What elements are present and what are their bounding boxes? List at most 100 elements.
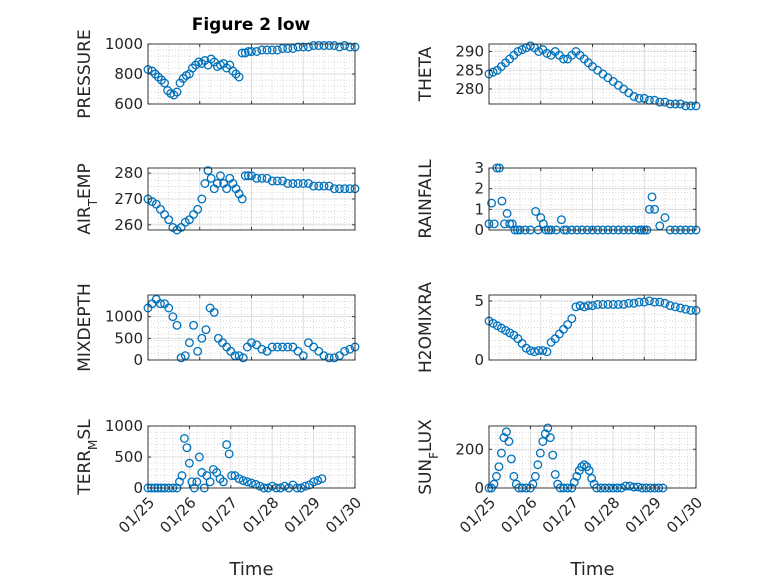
data-point (298, 42, 308, 52)
data-point (218, 477, 228, 487)
data-point (525, 346, 535, 355)
data-point (247, 47, 256, 56)
data-point (324, 41, 334, 50)
data-point (293, 346, 303, 356)
data-point (288, 179, 298, 188)
data-point (203, 166, 213, 176)
data-point (647, 192, 657, 202)
data-point (545, 433, 555, 443)
data-point (650, 297, 660, 307)
data-point (525, 41, 535, 51)
data-point (184, 338, 194, 348)
y-axis-label: TERRMSL (75, 419, 100, 496)
data-point (629, 92, 639, 101)
data-point (324, 181, 334, 191)
series-markers (143, 166, 360, 235)
subplot-1: 600 800 1000 PRESSURE (75, 29, 360, 119)
data-point (509, 471, 519, 481)
y-tick-label: 500 (114, 448, 143, 466)
data-point (293, 179, 303, 188)
data-point (340, 184, 350, 194)
data-point (317, 474, 327, 484)
data-point (209, 307, 219, 317)
data-point (206, 173, 216, 183)
data-point (538, 437, 548, 446)
x-tick-label: 01/28 (239, 494, 282, 537)
data-point (175, 78, 185, 88)
y-tick-label: 1000 (105, 308, 143, 326)
x-tick-label: 01/28 (580, 494, 623, 537)
y-tick-label: 800 (114, 65, 143, 83)
data-point (164, 215, 174, 225)
data-point (329, 184, 339, 194)
data-point (655, 297, 665, 307)
data-point (267, 342, 277, 352)
data-point (487, 198, 497, 208)
data-point (257, 344, 267, 354)
data-point (567, 314, 577, 324)
data-point (193, 346, 203, 356)
data-point (309, 41, 319, 50)
data-point (319, 181, 329, 191)
data-point (234, 72, 244, 82)
data-point (200, 56, 210, 65)
y-tick-label: 1000 (105, 417, 143, 435)
data-point (283, 179, 293, 188)
data-point (212, 179, 222, 188)
data-point (497, 196, 507, 206)
data-point (533, 460, 543, 470)
data-point (237, 194, 247, 204)
data-point (686, 305, 696, 315)
subplot-4: 0 1 2 3 RAINFALL (416, 159, 701, 239)
data-point (257, 45, 267, 55)
data-point (557, 215, 566, 225)
data-point (247, 478, 256, 488)
y-tick-label: 500 (114, 329, 143, 347)
data-point (303, 338, 313, 348)
data-point (569, 477, 579, 487)
data-point (313, 476, 323, 486)
data-point (288, 342, 298, 352)
data-point (280, 481, 290, 491)
data-point (255, 481, 265, 491)
data-point (303, 179, 313, 188)
data-point (324, 353, 334, 363)
y-tick-label: 2 (474, 180, 484, 198)
subplot-6: 0 5 H2OMIXRA (416, 282, 701, 373)
data-point (215, 171, 225, 181)
data-point (252, 340, 262, 350)
data-point (644, 204, 654, 214)
data-point (242, 477, 252, 487)
y-tick-label: 0 (133, 479, 143, 497)
y-axis-label: PRESSURE (75, 29, 95, 118)
data-point (262, 346, 272, 356)
data-point (243, 47, 253, 56)
data-point (176, 353, 186, 363)
y-tick-label: 0 (474, 351, 484, 369)
data-point (293, 42, 303, 52)
data-point (189, 320, 198, 330)
data-point (283, 44, 293, 53)
x-axis-label: Time (228, 559, 273, 580)
data-point (550, 469, 560, 479)
y-tick-label: 0 (133, 351, 143, 369)
data-point (197, 194, 207, 204)
data-point (160, 78, 170, 88)
plot-area (489, 426, 696, 488)
data-point (505, 219, 515, 229)
data-point (345, 344, 355, 354)
data-point (267, 481, 277, 491)
data-point (309, 181, 319, 191)
data-point (489, 219, 499, 229)
data-point (340, 346, 350, 356)
y-tick-label: 285 (455, 61, 484, 79)
data-point (267, 45, 277, 55)
data-point (219, 59, 229, 68)
data-point (535, 448, 545, 458)
x-axis-label: Time (569, 559, 614, 580)
data-point (634, 297, 644, 307)
